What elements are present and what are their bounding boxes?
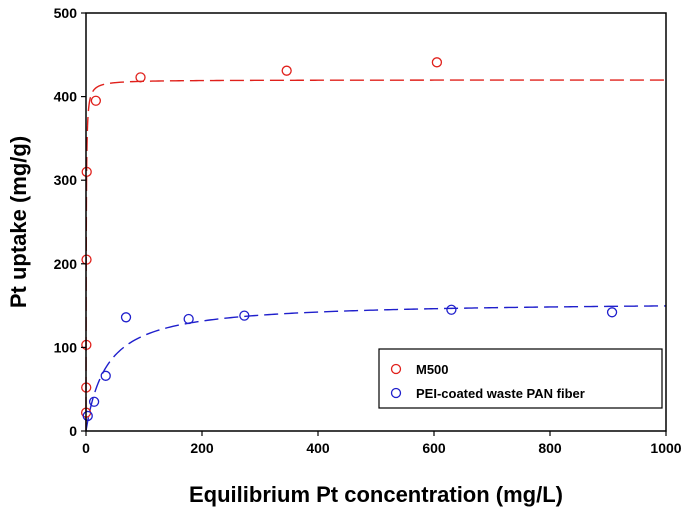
m500-data-point xyxy=(281,65,292,76)
legend-marker-m500 xyxy=(390,363,402,375)
pei-fiber-data-point xyxy=(120,312,132,323)
y-axis-ticks: 0 100 200 300 400 500 xyxy=(54,5,86,439)
plot-frame xyxy=(85,12,667,432)
x-tick-label: 200 xyxy=(190,440,214,456)
y-tick-label: 200 xyxy=(54,256,78,272)
x-tick-label: 800 xyxy=(538,440,562,456)
legend-label-pei: PEI-coated waste PAN fiber xyxy=(416,386,585,401)
legend-box xyxy=(378,348,663,409)
m500-data-point xyxy=(90,95,102,106)
y-tick-label: 0 xyxy=(69,423,77,439)
m500-data-point xyxy=(135,72,146,83)
pei-fiber-data-point xyxy=(82,410,93,422)
y-tick-label: 300 xyxy=(54,172,78,188)
pei-fiber-data-point xyxy=(183,313,194,325)
pei-fiber-data-point xyxy=(446,304,457,315)
x-axis-ticks: 0 200 400 600 800 1000 xyxy=(82,431,682,456)
pei-fiber-data-point xyxy=(606,307,618,318)
pei-fiber-data-point xyxy=(88,396,100,407)
pei-fiber-data-point xyxy=(100,370,111,381)
y-tick-label: 100 xyxy=(54,339,78,355)
y-tick-label: 500 xyxy=(54,5,78,21)
legend-label-m500: M500 xyxy=(416,362,449,377)
x-tick-label: 0 xyxy=(82,440,90,456)
x-tick-label: 600 xyxy=(422,440,446,456)
m500-fit-line xyxy=(85,79,666,432)
pei-fiber-data-point xyxy=(239,310,250,321)
y-axis-title: Pt uptake (mg/g) xyxy=(6,136,31,308)
y-tick-label: 400 xyxy=(54,89,78,105)
legend-marker-pei xyxy=(390,387,402,399)
x-tick-label: 1000 xyxy=(650,440,681,456)
m500-data-point xyxy=(431,57,443,68)
x-tick-label: 400 xyxy=(306,440,330,456)
legend: M500 PEI-coated waste PAN fiber xyxy=(378,348,663,409)
x-axis-title: Equilibrium Pt concentration (mg/L) xyxy=(189,482,563,507)
